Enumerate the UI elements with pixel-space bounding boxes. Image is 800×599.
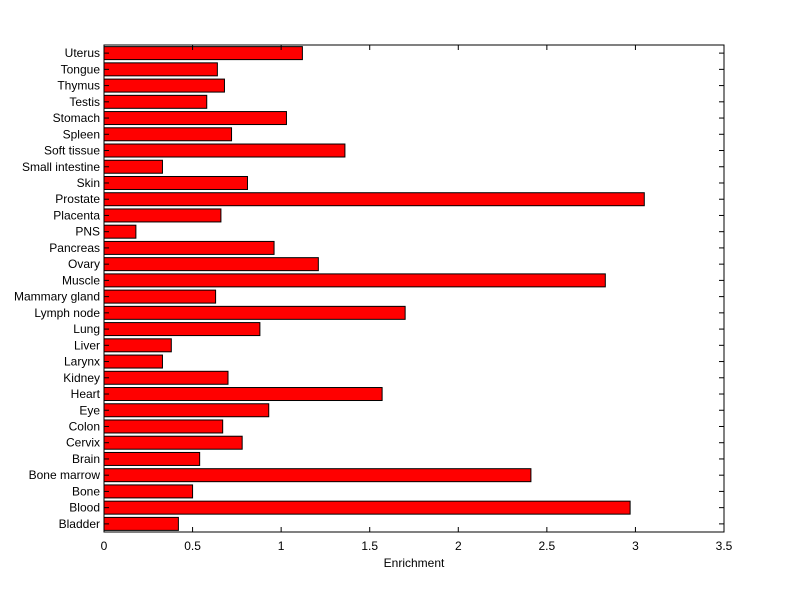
bar-placenta bbox=[103, 208, 222, 223]
y-tick-label-mammary-gland: Mammary gland bbox=[14, 290, 100, 304]
bar-small-intestine bbox=[103, 159, 163, 174]
y-tick-label-larynx: Larynx bbox=[64, 355, 100, 369]
bar-eye bbox=[103, 403, 270, 418]
x-axis-title: Enrichment bbox=[384, 556, 445, 570]
bar-bone bbox=[103, 484, 194, 499]
y-tick-label-thymus: Thymus bbox=[57, 79, 100, 93]
y-tick-label-lung: Lung bbox=[73, 322, 100, 336]
bar-ovary bbox=[103, 257, 319, 272]
x-tick-label: 2 bbox=[455, 539, 462, 553]
bar-colon bbox=[103, 419, 224, 434]
bar-thymus bbox=[103, 78, 225, 93]
bar-lymph-node bbox=[103, 305, 406, 320]
bar-bladder bbox=[103, 516, 179, 531]
y-tick-label-muscle: Muscle bbox=[62, 273, 100, 287]
y-tick-label-brain: Brain bbox=[72, 452, 100, 466]
bar-spleen bbox=[103, 127, 233, 142]
y-tick-label-cervix: Cervix bbox=[66, 436, 100, 450]
bar-brain bbox=[103, 451, 201, 466]
bar-pancreas bbox=[103, 240, 275, 255]
y-tick-label-testis: Testis bbox=[69, 95, 100, 109]
y-tick-label-prostate: Prostate bbox=[55, 192, 100, 206]
bar-larynx bbox=[103, 354, 163, 369]
y-tick-label-liver: Liver bbox=[74, 338, 100, 352]
bar-tongue bbox=[103, 62, 218, 77]
y-tick-label-pns: PNS bbox=[75, 225, 100, 239]
y-tick-label-colon: Colon bbox=[69, 419, 100, 433]
y-tick-label-kidney: Kidney bbox=[63, 371, 100, 385]
bar-lung bbox=[103, 322, 261, 337]
x-tick-label: 1 bbox=[278, 539, 285, 553]
y-tick-label-bone-marrow: Bone marrow bbox=[29, 468, 101, 482]
bar-uterus bbox=[103, 46, 303, 61]
x-tick-label: 0.5 bbox=[184, 539, 201, 553]
y-tick-label-bone: Bone bbox=[72, 484, 100, 498]
bar-bone-marrow bbox=[103, 468, 532, 483]
y-tick-label-pancreas: Pancreas bbox=[49, 241, 100, 255]
y-tick-label-bladder: Bladder bbox=[59, 517, 100, 531]
bar-heart bbox=[103, 387, 383, 402]
bar-kidney bbox=[103, 370, 229, 385]
y-tick-label-ovary: Ovary bbox=[68, 257, 100, 271]
bar-testis bbox=[103, 94, 208, 109]
bar-muscle bbox=[103, 273, 606, 288]
y-tick-label-spleen: Spleen bbox=[63, 127, 100, 141]
bar-cervix bbox=[103, 435, 243, 450]
bar-liver bbox=[103, 338, 172, 353]
x-tick-label: 0 bbox=[101, 539, 108, 553]
bars bbox=[103, 46, 645, 531]
bar-blood bbox=[103, 500, 631, 515]
y-tick-label-skin: Skin bbox=[77, 176, 100, 190]
y-tick-label-blood: Blood bbox=[69, 501, 100, 515]
axis-labels: Bladder Blood Bone Bone marrow Brain Cervix Co… bbox=[14, 46, 733, 553]
y-tick-label-lymph-node: Lymph node bbox=[34, 306, 100, 320]
y-tick-label-heart: Heart bbox=[71, 387, 101, 401]
y-tick-label-eye: Eye bbox=[79, 403, 100, 417]
y-tick-label-tongue: Tongue bbox=[61, 62, 101, 76]
axis-ticks bbox=[103, 45, 725, 532]
x-tick-label: 3 bbox=[632, 539, 639, 553]
x-tick-label: 1.5 bbox=[361, 539, 378, 553]
x-tick-label: 2.5 bbox=[539, 539, 556, 553]
y-tick-label-placenta: Placenta bbox=[53, 208, 100, 222]
bar-soft-tissue bbox=[103, 143, 346, 158]
bar-mammary-gland bbox=[103, 289, 217, 304]
y-tick-label-soft-tissue: Soft tissue bbox=[44, 144, 100, 158]
bar-stomach bbox=[103, 111, 287, 126]
y-tick-label-stomach: Stomach bbox=[53, 111, 100, 125]
bar-prostate bbox=[103, 192, 645, 207]
y-tick-label-uterus: Uterus bbox=[65, 46, 100, 60]
x-tick-label: 3.5 bbox=[716, 539, 733, 553]
y-tick-label-small-intestine: Small intestine bbox=[22, 160, 100, 174]
plot-frame bbox=[103, 44, 725, 533]
bar-skin bbox=[103, 175, 248, 190]
